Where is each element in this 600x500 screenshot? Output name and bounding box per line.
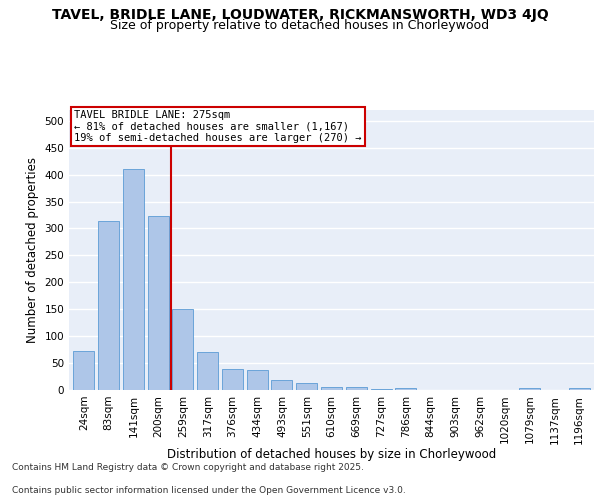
Y-axis label: Number of detached properties: Number of detached properties	[26, 157, 39, 343]
Bar	[98, 221, 119, 390]
Bar	[148, 216, 169, 390]
Bar	[247, 370, 268, 390]
X-axis label: Distribution of detached houses by size in Chorleywood: Distribution of detached houses by size …	[167, 448, 496, 461]
Text: Contains public sector information licensed under the Open Government Licence v3: Contains public sector information licen…	[12, 486, 406, 495]
Bar	[321, 387, 342, 390]
Bar	[569, 388, 590, 390]
Bar	[222, 369, 243, 390]
Text: Contains HM Land Registry data © Crown copyright and database right 2025.: Contains HM Land Registry data © Crown c…	[12, 464, 364, 472]
Bar	[519, 388, 540, 390]
Bar	[296, 383, 317, 390]
Bar	[73, 350, 94, 390]
Text: Size of property relative to detached houses in Chorleywood: Size of property relative to detached ho…	[110, 19, 490, 32]
Bar	[395, 388, 416, 390]
Bar	[271, 380, 292, 390]
Bar	[346, 387, 367, 390]
Bar	[123, 169, 144, 390]
Bar	[197, 352, 218, 390]
Text: TAVEL, BRIDLE LANE, LOUDWATER, RICKMANSWORTH, WD3 4JQ: TAVEL, BRIDLE LANE, LOUDWATER, RICKMANSW…	[52, 8, 548, 22]
Bar	[172, 309, 193, 390]
Text: TAVEL BRIDLE LANE: 275sqm
← 81% of detached houses are smaller (1,167)
19% of se: TAVEL BRIDLE LANE: 275sqm ← 81% of detac…	[74, 110, 362, 143]
